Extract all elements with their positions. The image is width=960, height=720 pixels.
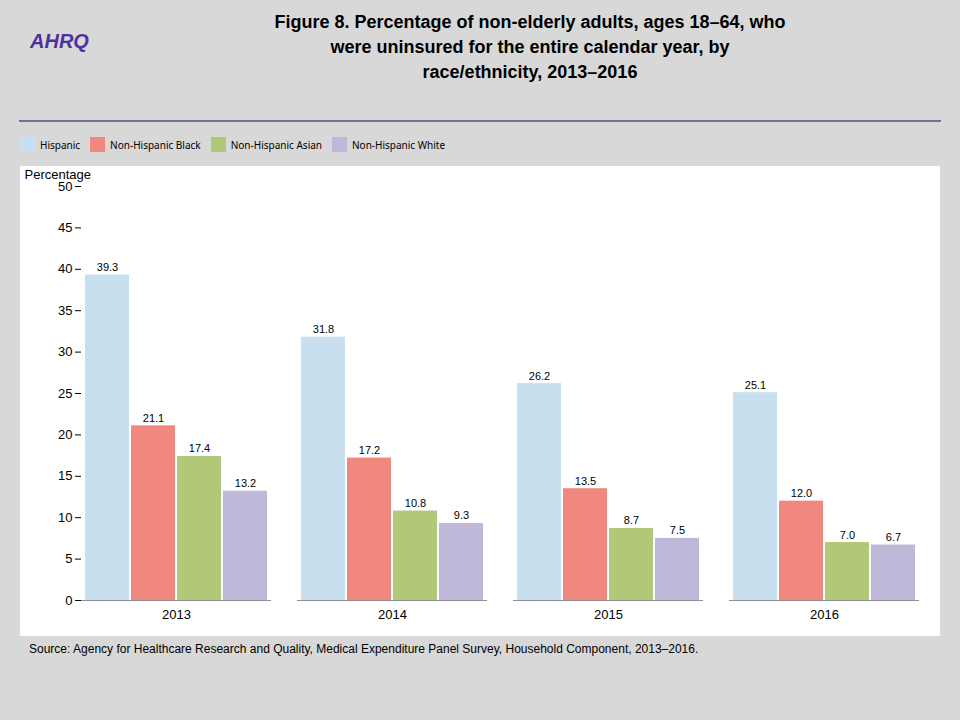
svg-text:40: 40 (58, 261, 72, 276)
html-text:AHRQ: AHRQ (30, 30, 89, 52)
svg-text:2014: 2014 (378, 607, 407, 622)
svg-text:39.3: 39.3 (97, 261, 118, 273)
html-text:Non-Hispanic Black: Non-Hispanic Black (110, 137, 201, 152)
html-text:Figure 8. Percentage of non-el: Figure 8. Percentage of non-elderly adul… (274, 12, 786, 83)
html-text:Non-Hispanic Asian: Non-Hispanic Asian (230, 137, 322, 152)
svg-text:20: 20 (58, 427, 72, 442)
svg-text:Percentage: Percentage (25, 167, 92, 182)
svg-text:10.8: 10.8 (405, 497, 426, 509)
svg-text:17.4: 17.4 (189, 442, 210, 454)
svg-text:21.1: 21.1 (143, 412, 164, 424)
svg-text:25.1: 25.1 (745, 379, 766, 391)
svg-text:2016: 2016 (810, 607, 839, 622)
svg-text:8.7: 8.7 (624, 514, 639, 526)
html-text:Source: Agency for Healthcare: Source: Agency for Healthcare Research a… (29, 642, 699, 656)
svg-text:7.0: 7.0 (840, 529, 855, 541)
svg-text:9.3: 9.3 (454, 509, 469, 521)
svg-text:0: 0 (65, 593, 72, 608)
svg-text:12.0: 12.0 (791, 487, 812, 499)
svg-text:50: 50 (58, 178, 73, 194)
svg-text:13.2: 13.2 (235, 477, 256, 489)
svg-text:15: 15 (58, 468, 72, 483)
svg-text:6.7: 6.7 (886, 531, 901, 543)
svg-text:26.2: 26.2 (529, 370, 550, 382)
svg-text:30: 30 (58, 344, 72, 359)
svg-text:45: 45 (58, 220, 72, 235)
svg-text:2015: 2015 (594, 607, 623, 622)
svg-text:5: 5 (65, 551, 72, 566)
svg-text:35: 35 (58, 303, 72, 318)
svg-text:17.2: 17.2 (359, 444, 380, 456)
svg-text:7.5: 7.5 (670, 524, 685, 536)
svg-text:31.8: 31.8 (313, 323, 334, 335)
html-text:Non-Hispanic White: Non-Hispanic White (352, 137, 446, 152)
html-text:Hispanic: Hispanic (40, 137, 81, 152)
svg-text:10: 10 (58, 510, 72, 525)
svg-text:25: 25 (58, 386, 72, 401)
svg-text:13.5: 13.5 (575, 475, 596, 487)
svg-text:2013: 2013 (162, 607, 191, 622)
